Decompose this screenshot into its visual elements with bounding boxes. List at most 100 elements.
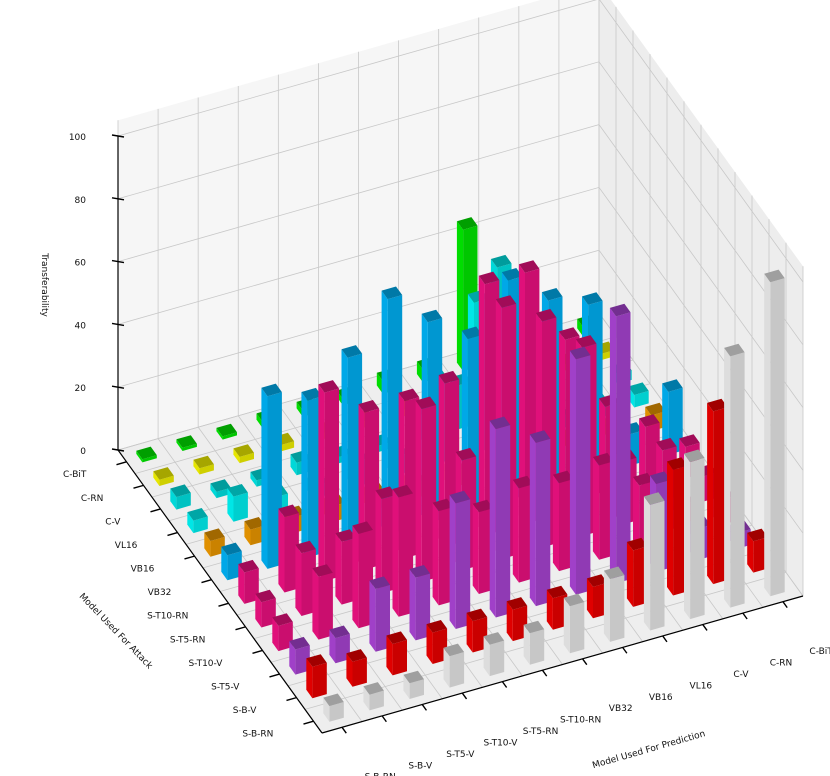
bar-C-RN-S-T5-V <box>233 444 254 464</box>
bar-top-face <box>409 565 431 578</box>
bar-front-face <box>244 568 259 604</box>
bar-side-face <box>518 264 525 524</box>
bar-S-B-RN-VB32 <box>563 593 585 654</box>
bar-top-face <box>478 271 500 285</box>
z-tick <box>111 259 125 264</box>
bar-front-face <box>381 494 397 594</box>
bar-top-face <box>656 437 677 451</box>
x-tick <box>581 658 588 666</box>
bar-front-face <box>324 388 339 581</box>
bar-side-face <box>255 593 262 628</box>
bar-side-face <box>558 331 566 513</box>
z-tick <box>111 197 125 201</box>
bar-top-face <box>244 517 265 530</box>
bar-top-face <box>449 490 471 504</box>
bar-front-face <box>449 652 465 688</box>
bar-top-face <box>684 449 705 463</box>
bar-side-face <box>381 290 388 535</box>
bar-top-face <box>523 620 545 634</box>
bar-side-face <box>684 453 691 620</box>
bar-front-face <box>210 536 225 557</box>
bar-front-face <box>455 499 471 629</box>
bar-C-V-S-B-V <box>210 479 231 499</box>
bar-S-T5-RN-S-T10-V <box>375 486 397 594</box>
bar-front-face <box>250 525 265 546</box>
bar-S-B-RN-S-T5-V <box>403 670 424 699</box>
chart-bars <box>136 217 785 722</box>
x-tick-label: S-T10-RN <box>560 716 601 726</box>
bar-front-face <box>193 516 208 534</box>
bar-S-T5-V-S-T5-RN <box>449 490 471 629</box>
bar-VB32-S-T10-V <box>341 345 363 547</box>
bar-side-face <box>592 457 600 560</box>
bar-top-face <box>645 402 666 416</box>
bar-front-face <box>552 594 568 630</box>
y-axis-line <box>117 449 323 734</box>
bar-S-B-RN-S-T10-V <box>443 643 465 688</box>
bar-side-face <box>747 532 754 573</box>
y-tick-label: S-B-V <box>233 706 258 716</box>
x-tick-label: S-T5-V <box>446 750 475 760</box>
bar-S-B-V-S-T5-V <box>386 631 407 676</box>
z-tick-label: 80 <box>75 196 87 206</box>
bar-front-face <box>415 573 431 641</box>
bar-top-face <box>650 471 671 484</box>
bar-S-T10-V-S-B-RN <box>272 613 293 652</box>
bar-S-T5-RN-S-B-RN <box>255 589 276 628</box>
x-tick <box>461 692 468 700</box>
bar-side-face <box>170 488 177 510</box>
x-tick-label: C-BiT <box>809 647 830 657</box>
bar-side-face <box>238 564 245 604</box>
bar-front-face <box>369 690 384 711</box>
x-tick <box>341 726 347 734</box>
bar-S-B-V-C-V <box>667 457 688 596</box>
bar-S-T5-V-VB32 <box>529 430 551 607</box>
bar-side-face <box>416 361 423 383</box>
bar-top-face <box>461 326 483 340</box>
bar-side-face <box>523 624 530 665</box>
bar-top-face <box>438 370 460 384</box>
bar-side-face <box>318 384 325 581</box>
bar-side-face <box>341 349 348 547</box>
bar-side-face <box>272 617 279 652</box>
bar-S-T5-V-VB16 <box>569 346 591 595</box>
bar-front-face <box>489 640 505 677</box>
bar-top-face <box>392 484 414 498</box>
bar-side-face <box>403 674 410 699</box>
bar-top-face <box>747 528 768 542</box>
bar-side-face <box>569 350 576 595</box>
bar-top-face <box>501 268 523 281</box>
bar-side-face <box>512 479 519 583</box>
y-tick <box>133 484 144 489</box>
y-tick-label: S-T10-V <box>188 659 223 669</box>
bar-S-T10-V-VB32 <box>512 475 534 583</box>
bar-side-face <box>289 641 296 675</box>
y-tick <box>201 579 212 584</box>
y-tick <box>286 696 297 702</box>
bar-top-face <box>662 379 683 392</box>
bar-top-face <box>193 455 214 469</box>
z-tick-label: 40 <box>75 321 87 331</box>
bar-front-face <box>559 479 574 572</box>
bar-side-face <box>456 221 464 372</box>
bar-S-B-RN-S-T5-RN <box>483 632 505 677</box>
bar-top-face <box>455 447 477 461</box>
bar-side-face <box>256 413 263 429</box>
y-tick <box>184 555 195 560</box>
bar-side-face <box>529 434 536 607</box>
y-tick <box>303 720 314 725</box>
bar-VB16-S-B-V <box>244 517 265 546</box>
bar-front-face <box>159 475 174 486</box>
bar-front-face <box>392 639 407 676</box>
bar-top-face <box>358 400 380 413</box>
bar-front-face <box>301 549 316 616</box>
bar-S-T5-V-S-T5-V <box>369 576 390 652</box>
x-tick-label: S-B-RN <box>365 773 396 776</box>
x-tick-label: VB32 <box>609 704 633 714</box>
bar-front-face <box>634 390 649 408</box>
bar-top-face <box>352 521 373 534</box>
y-axis-title: Model Used For Attack <box>77 592 155 672</box>
bar-top-face <box>278 504 299 518</box>
bar-side-face <box>633 477 640 549</box>
bar-front-face <box>261 598 276 628</box>
